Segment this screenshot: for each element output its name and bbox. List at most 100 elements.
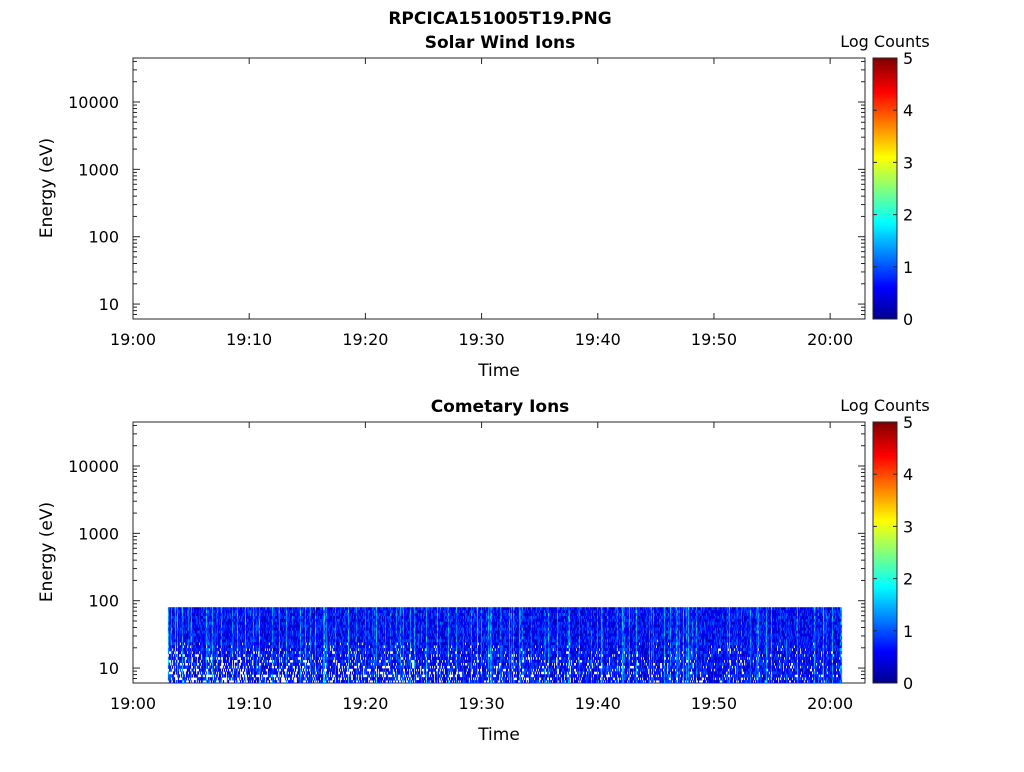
spectrogram-cell	[319, 660, 320, 663]
spectrogram-cell	[266, 680, 267, 683]
spectrogram-cell	[350, 674, 351, 677]
spectrogram-cell	[260, 674, 261, 677]
spectrogram-cell	[270, 674, 271, 677]
spectrogram-cell	[260, 677, 261, 680]
spectrogram-cell	[198, 651, 199, 654]
spectrogram-cell	[367, 677, 368, 680]
spectrogram-cell	[265, 654, 266, 657]
spectrogram-cell	[287, 677, 288, 680]
spectrogram-cell	[268, 642, 269, 645]
spectrogram-cell	[349, 648, 350, 651]
spectrogram-cell	[191, 657, 192, 660]
spectrogram-cell	[261, 671, 262, 674]
spectrogram-cell	[339, 642, 340, 645]
spectrogram-cell	[250, 680, 251, 683]
spectrogram-cell	[311, 654, 312, 657]
spectrogram-cell	[379, 671, 380, 674]
spectrogram-cell	[173, 674, 174, 677]
spectrogram-cell	[228, 660, 229, 663]
spectrogram-cell	[363, 680, 364, 683]
spectrogram-cell	[221, 677, 222, 680]
spectrogram-cell	[184, 657, 185, 660]
spectrogram-cell	[232, 668, 233, 671]
spectrogram-cell	[372, 663, 373, 666]
spectrogram-cell	[332, 645, 333, 648]
spectrogram-cell	[265, 668, 266, 671]
spectrogram-cell	[289, 648, 290, 651]
spectrogram-cell	[244, 668, 245, 671]
spectrogram-cell	[364, 657, 365, 660]
spectrogram-cell	[374, 668, 375, 671]
spectrogram-cell	[223, 680, 224, 683]
spectrogram-cell	[329, 648, 330, 651]
spectrogram-cell	[183, 642, 184, 645]
x-tick-label: 19:40	[575, 330, 621, 349]
spectrogram-cell	[341, 668, 342, 671]
spectrogram-cell	[171, 648, 172, 651]
spectrogram-cell	[360, 660, 361, 663]
spectrogram-cell	[276, 668, 277, 671]
spectrogram-cell	[182, 663, 183, 666]
spectrogram-cell	[252, 645, 253, 648]
spectrogram-cell	[268, 648, 269, 651]
spectrogram-cell	[177, 660, 178, 663]
spectrogram-cell	[362, 657, 363, 660]
spectrogram-cell	[303, 674, 304, 677]
spectrogram-cell	[259, 680, 260, 683]
spectrogram-cell	[204, 671, 205, 674]
spectrogram-cell	[293, 677, 294, 680]
spectrogram-cell	[186, 651, 187, 654]
spectrogram-cell	[266, 648, 267, 651]
spectrogram-cell	[357, 677, 358, 680]
spectrogram-cell	[215, 680, 216, 683]
spectrogram-cell	[231, 663, 232, 666]
colorbar-tick-label: 0	[903, 310, 913, 329]
spectrogram-cell	[231, 674, 232, 677]
spectrogram-cell	[205, 674, 206, 677]
spectrogram-cell	[210, 668, 211, 671]
spectrogram-cell	[250, 654, 251, 657]
spectrogram-cell	[261, 660, 262, 663]
spectrogram-cell	[225, 651, 226, 654]
spectrogram-cell	[248, 666, 249, 669]
spectrogram-cell	[214, 674, 215, 677]
spectrogram-cell	[347, 663, 348, 666]
spectrogram-cell	[198, 671, 199, 674]
spectrogram-cell	[319, 677, 320, 680]
spectrogram-cell	[219, 648, 220, 651]
spectrogram-cell	[311, 674, 312, 677]
spectrogram-cell	[346, 668, 347, 671]
spectrogram-cell	[362, 668, 363, 671]
spectrogram-cell	[343, 666, 344, 669]
spectrogram-cell	[369, 674, 370, 677]
spectrogram-cell	[264, 677, 265, 680]
spectrogram-cell	[324, 680, 325, 683]
spectrogram-cell	[281, 674, 282, 677]
spectrogram-cell	[260, 654, 261, 657]
spectrogram-cell	[284, 671, 285, 674]
spectrogram-cell	[233, 660, 234, 663]
spectrogram-cell	[359, 657, 360, 660]
spectrogram-cell	[355, 674, 356, 677]
spectrogram-cell	[220, 668, 221, 671]
spectrogram-cell	[276, 680, 277, 683]
spectrogram-cell	[179, 642, 180, 645]
spectrogram-cell	[324, 671, 325, 674]
spectrogram-cell	[309, 671, 310, 674]
spectrogram-cell	[375, 671, 376, 674]
spectrogram-cell	[345, 671, 346, 674]
colorbar-tick-label: 3	[903, 153, 913, 172]
spectrogram-cell	[302, 671, 303, 674]
spectrogram-cell	[257, 654, 258, 657]
spectrogram-cell	[258, 677, 259, 680]
spectrogram-cell	[287, 671, 288, 674]
spectrogram-cell	[326, 677, 327, 680]
spectrogram-cell	[256, 666, 257, 669]
spectrogram-cell	[215, 671, 216, 674]
spectrogram-cell	[205, 645, 206, 648]
spectrogram-cell	[202, 674, 203, 677]
spectrogram-cell	[277, 674, 278, 677]
spectrogram-cell	[239, 671, 240, 674]
spectrogram-cell	[236, 648, 237, 651]
spectrogram-cell	[366, 668, 367, 671]
